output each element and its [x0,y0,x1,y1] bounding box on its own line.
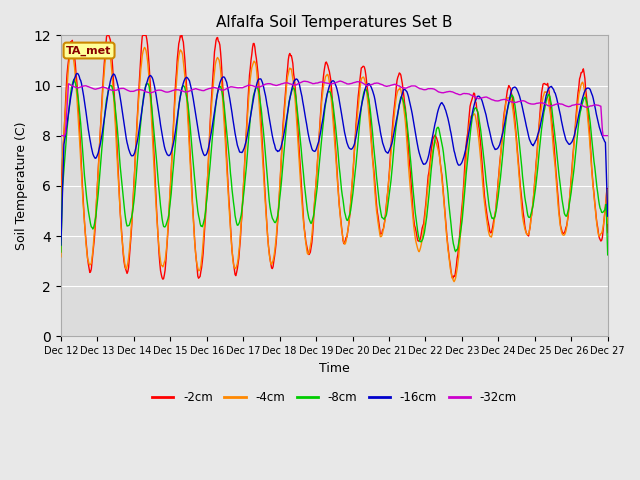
Title: Alfalfa Soil Temperatures Set B: Alfalfa Soil Temperatures Set B [216,15,452,30]
X-axis label: Time: Time [319,362,349,375]
Legend: -2cm, -4cm, -8cm, -16cm, -32cm: -2cm, -4cm, -8cm, -16cm, -32cm [147,386,521,409]
Text: TA_met: TA_met [67,46,112,56]
Y-axis label: Soil Temperature (C): Soil Temperature (C) [15,121,28,250]
